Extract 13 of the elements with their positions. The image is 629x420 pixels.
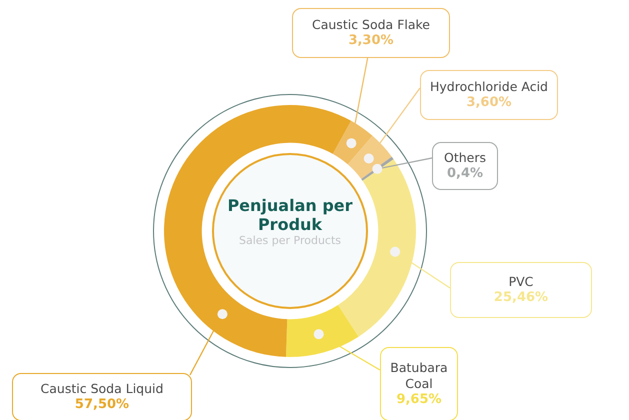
text: Penjualan per Produk	[226, 196, 354, 234]
slice-label: Others	[442, 150, 487, 166]
slice-label: Caustic Soda Liquid	[40, 381, 164, 397]
data-label: 3,30%	[347, 33, 395, 49]
data-label: 57,50%	[74, 397, 130, 413]
slice-label: Hydrochloride Acid	[429, 79, 549, 95]
data-label: 9,65%	[395, 392, 443, 408]
data-label: 3,60%	[465, 95, 513, 111]
slice-label: Batubara Coal	[389, 360, 449, 392]
slice-label: PVC	[508, 274, 534, 290]
slice-label: Caustic Soda Flake	[311, 17, 431, 33]
data-label: 0,4%	[446, 166, 484, 182]
data-label: 25,46%	[492, 290, 550, 306]
